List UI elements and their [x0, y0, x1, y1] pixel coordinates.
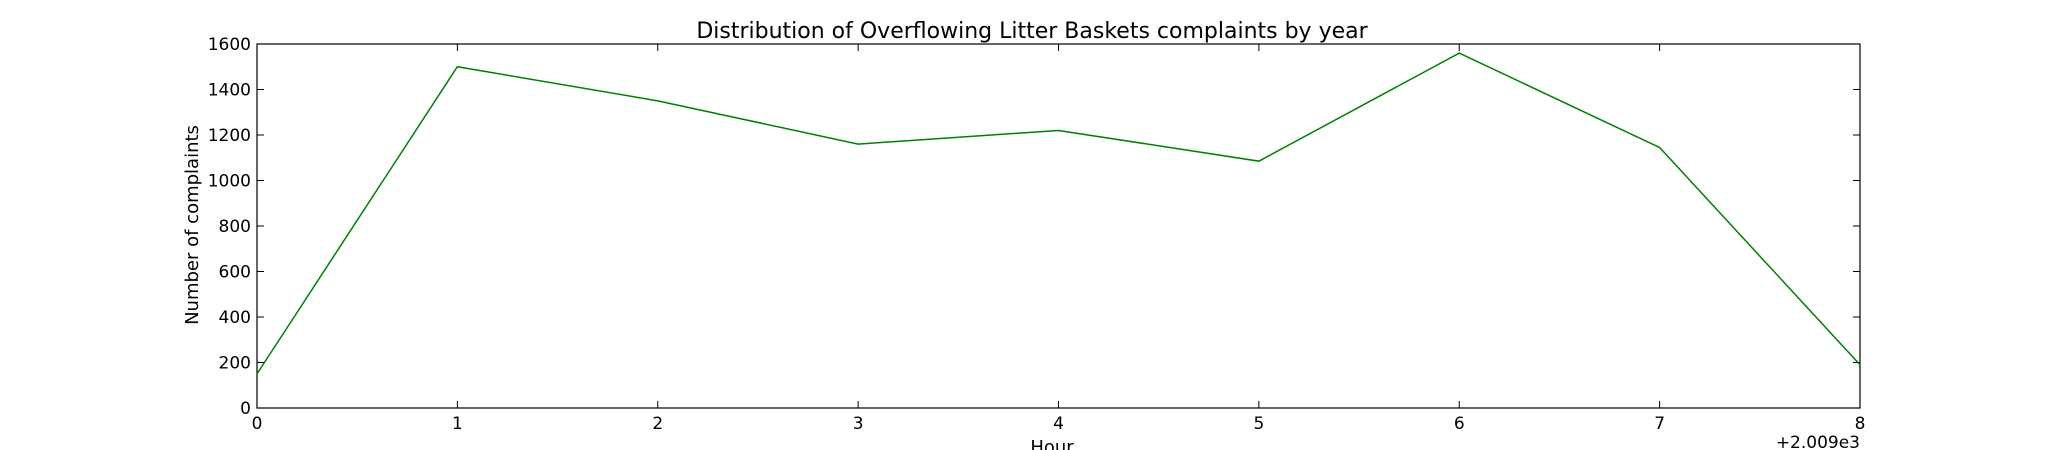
y-tick-label: 200 [219, 354, 251, 374]
y-tick-label: 1000 [208, 172, 251, 192]
x-tick-label: 3 [853, 414, 864, 434]
x-axis-offset-label: +2.009e3 [1776, 433, 1860, 450]
y-tick-label: 400 [219, 308, 251, 328]
x-tick-label: 4 [1053, 414, 1064, 434]
plot-frame [256, 43, 1861, 409]
y-tick-label: 0 [240, 399, 251, 419]
series-line-0 [256, 52, 1861, 375]
y-tick-label: 800 [219, 217, 251, 237]
chart-title: Distribution of Overflowing Litter Baske… [696, 19, 1368, 44]
y-tick-label: 1200 [208, 126, 251, 146]
y-tick-label: 600 [219, 263, 251, 283]
x-tick-label: 8 [1855, 414, 1866, 434]
x-tick-label: 0 [252, 414, 263, 434]
y-tick-label: 1600 [208, 35, 251, 55]
series-layer [256, 52, 1861, 375]
x-tick-label: 5 [1253, 414, 1264, 434]
plot-axes: 0 1 2 3 4 5 6 7 8 0 200 400 600 800 1000 1200 1400 1600 [208, 35, 1866, 434]
x-tick-label: 7 [1654, 414, 1665, 434]
x-tick-label: 2 [652, 414, 663, 434]
x-tick-label: 1 [452, 414, 463, 434]
x-tick-label: 6 [1454, 414, 1465, 434]
y-tick-label: 1400 [208, 81, 251, 101]
x-axis-label: Hour [1030, 437, 1074, 450]
y-axis-label: Number of complaints [182, 125, 203, 325]
